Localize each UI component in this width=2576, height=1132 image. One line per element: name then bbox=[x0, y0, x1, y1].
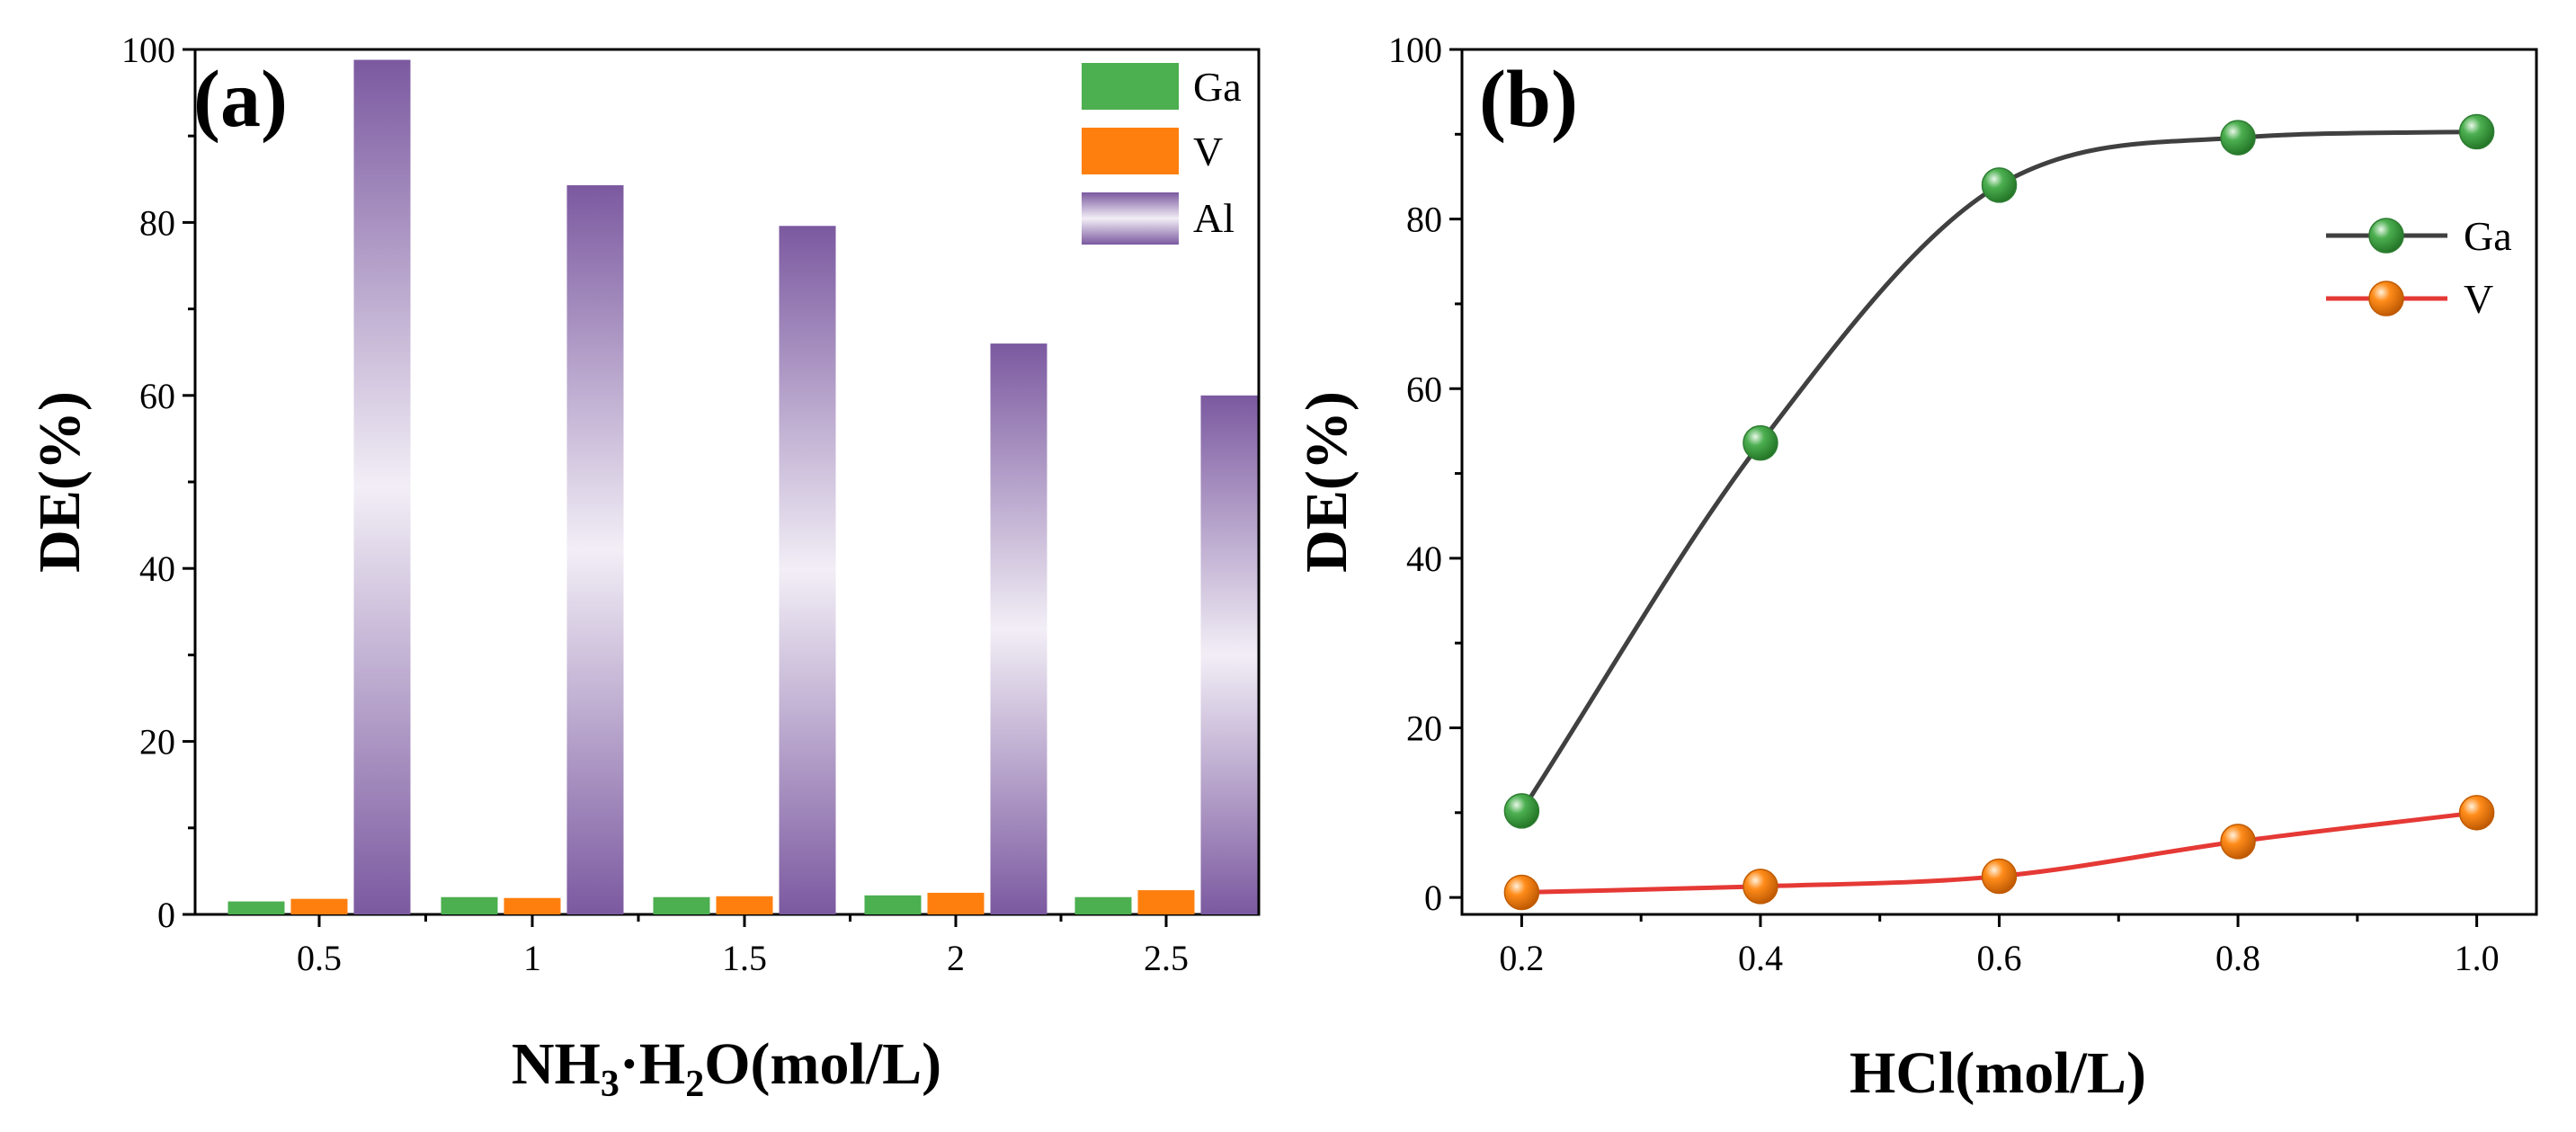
y-tick-label: 0 bbox=[157, 895, 175, 935]
panel-b: 0 20 40 60 80 100 0.2 0.4 0.6 0.8 1.0 (b) DE(%) H… bbox=[1294, 30, 2538, 1106]
x-tick-label: 0.8 bbox=[2215, 938, 2260, 978]
legend-swatch-v bbox=[1082, 128, 1179, 174]
y-tick-label: 0 bbox=[1424, 878, 1442, 918]
point-v bbox=[2220, 824, 2256, 860]
panel-b-y-axis-title: DE(%) bbox=[1294, 391, 1359, 573]
x-tick-label: 1.0 bbox=[2455, 938, 2500, 978]
y-tick-label: 40 bbox=[139, 548, 175, 589]
point-ga bbox=[2458, 113, 2495, 150]
point-v bbox=[1743, 869, 1778, 905]
panel-a-x-ticks: 0.5 1 1.5 2 2.5 bbox=[297, 914, 1189, 978]
bar-ga bbox=[441, 896, 498, 914]
y-tick-label: 100 bbox=[121, 30, 175, 70]
point-ga bbox=[1981, 167, 2018, 203]
y-tick-label: 60 bbox=[139, 376, 175, 416]
panel-a-bars bbox=[227, 59, 1258, 915]
bar-al bbox=[1200, 395, 1258, 914]
y-tick-label: 60 bbox=[1406, 369, 1442, 409]
bar-al bbox=[353, 59, 411, 914]
panel-b-x-ticks: 0.2 0.4 0.6 0.8 1.0 bbox=[1499, 914, 2500, 978]
bar-v bbox=[504, 897, 561, 914]
panel-a-legend: Ga V Al bbox=[1082, 63, 1242, 245]
panel-b-series bbox=[1503, 113, 2495, 911]
y-tick-label: 20 bbox=[1406, 709, 1442, 749]
legend-label-ga-b: Ga bbox=[2464, 213, 2512, 259]
x-tick-label: 1.5 bbox=[722, 938, 767, 978]
panel-b-x-axis-title: HCl(mol/L) bbox=[1850, 1040, 2146, 1106]
point-v bbox=[1503, 874, 1540, 911]
legend-swatch-ga bbox=[1082, 63, 1179, 110]
y-tick-label: 80 bbox=[1406, 200, 1442, 240]
point-v bbox=[2458, 795, 2495, 831]
panel-b-legend: Ga V bbox=[2326, 213, 2512, 322]
bar-ga bbox=[227, 901, 285, 914]
bar-v bbox=[927, 892, 985, 914]
legend-label-ga: Ga bbox=[1193, 64, 1242, 110]
panel-b-y-ticks: 0 20 40 60 80 100 bbox=[1388, 30, 1462, 918]
panel-a-x-title-sub2: 2 bbox=[685, 1064, 704, 1105]
x-tick-label: 1 bbox=[523, 938, 541, 978]
x-tick-label: 0.4 bbox=[1738, 938, 1783, 978]
panel-a: 0 20 40 60 80 100 0.5 1 1.5 2 2.5 (a) DE(%) NH3·H… bbox=[27, 30, 1261, 1105]
panel-a-y-ticks: 0 20 40 60 80 100 bbox=[121, 30, 195, 935]
point-ga bbox=[1503, 793, 1540, 829]
legend-marker-ga bbox=[2368, 218, 2404, 254]
bar-v bbox=[1137, 890, 1195, 914]
panel-a-y-axis-title: DE(%) bbox=[27, 391, 93, 573]
x-tick-label: 2.5 bbox=[1144, 938, 1189, 978]
point-ga bbox=[2220, 120, 2256, 156]
point-ga bbox=[1743, 424, 1778, 461]
bar-v bbox=[716, 896, 773, 914]
bar-al bbox=[566, 185, 624, 914]
x-tick-label: 0.5 bbox=[297, 938, 342, 978]
bar-al bbox=[779, 226, 836, 915]
series-line-ga bbox=[1520, 129, 2477, 813]
panel-a-x-title-main: NH bbox=[512, 1031, 601, 1097]
panel-a-label: (a) bbox=[193, 55, 288, 144]
bar-ga bbox=[1074, 896, 1132, 914]
legend-marker-v bbox=[2368, 281, 2404, 316]
point-v bbox=[1981, 858, 2018, 895]
bar-ga bbox=[864, 895, 922, 914]
y-tick-label: 20 bbox=[139, 722, 175, 762]
panel-a-x-title-mid: ·H bbox=[619, 1031, 685, 1097]
panel-a-x-title-sub1: 3 bbox=[601, 1064, 619, 1105]
x-tick-label: 2 bbox=[947, 938, 965, 978]
y-tick-label: 40 bbox=[1406, 539, 1442, 579]
panel-a-x-axis-title: NH3·H2O(mol/L) bbox=[512, 1031, 941, 1105]
y-tick-label: 80 bbox=[139, 202, 175, 243]
bar-al bbox=[990, 343, 1047, 915]
legend-swatch-al bbox=[1082, 192, 1179, 245]
legend-label-v: V bbox=[1193, 129, 1223, 174]
bar-ga bbox=[653, 896, 710, 914]
x-tick-label: 0.6 bbox=[1977, 938, 2022, 978]
panel-b-label: (b) bbox=[1479, 55, 1578, 144]
panel-a-x-title-tail: O(mol/L) bbox=[704, 1031, 941, 1097]
y-tick-label: 100 bbox=[1388, 30, 1442, 70]
bar-v bbox=[290, 898, 348, 914]
legend-label-al: Al bbox=[1193, 195, 1235, 241]
legend-label-v-b: V bbox=[2464, 276, 2493, 322]
x-tick-label: 0.2 bbox=[1499, 938, 1544, 978]
